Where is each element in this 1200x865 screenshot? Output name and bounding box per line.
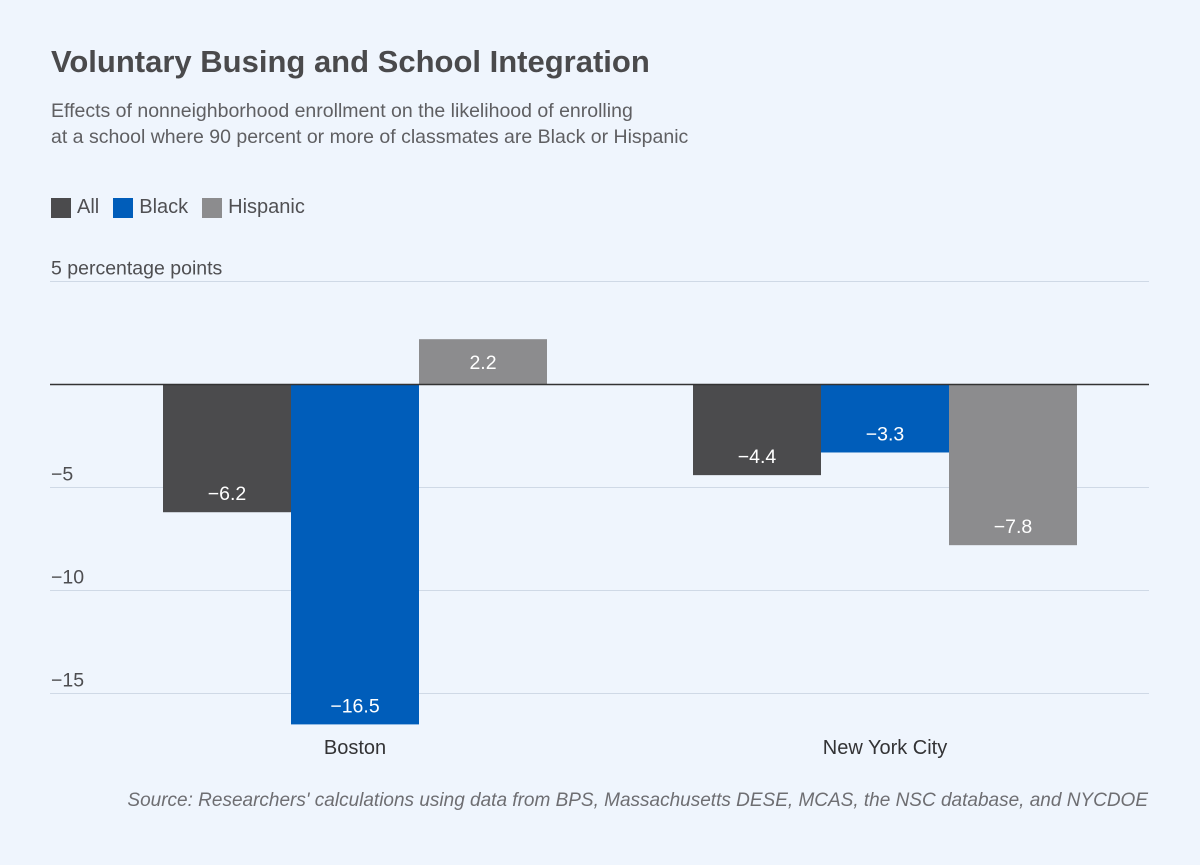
x-tick-label: New York City xyxy=(823,737,948,759)
chart-subtitle: Effects of nonneighborhood enrollment on… xyxy=(51,98,688,150)
data-label: −3.3 xyxy=(866,423,905,445)
bar-black-new-york-city xyxy=(821,384,949,453)
data-label: −4.4 xyxy=(738,446,777,468)
data-label: −7.8 xyxy=(994,516,1033,538)
legend-item-all: All xyxy=(51,196,99,219)
bar-black-boston xyxy=(291,384,419,725)
x-tick-label: Boston xyxy=(324,737,386,759)
legend-swatch-all xyxy=(51,197,71,218)
chart-title: Voluntary Busing and School Integration xyxy=(51,44,650,79)
legend-label-hispanic: Hispanic xyxy=(228,196,305,218)
bar-hispanic-new-york-city xyxy=(949,384,1077,546)
y-tick-label: 5 percentage points xyxy=(51,258,223,280)
data-label: −6.2 xyxy=(208,483,247,505)
y-tick-label: −15 xyxy=(51,670,84,692)
y-tick-label: −5 xyxy=(51,464,73,486)
chart-source: Source: Researchers' calculations using … xyxy=(127,790,1148,811)
legend-label-all: All xyxy=(77,196,100,218)
y-tick-label: −10 xyxy=(51,567,84,589)
bar-all-new-york-city xyxy=(693,384,821,476)
legend-swatch-black xyxy=(113,197,134,218)
legend-swatch-hispanic xyxy=(202,197,223,218)
bar-hispanic-boston xyxy=(419,339,547,385)
subtitle-line-2: at a school where 90 percent or more of … xyxy=(51,126,689,148)
subtitle-line-1: Effects of nonneighborhood enrollment on… xyxy=(51,100,633,122)
bar-all-boston xyxy=(163,384,291,513)
legend-label-black: Black xyxy=(139,196,189,218)
legend-item-black: Black xyxy=(113,196,188,219)
chart-legend: All Black Hispanic xyxy=(51,196,319,219)
legend-item-hispanic: Hispanic xyxy=(202,196,305,219)
data-label: −16.5 xyxy=(330,695,379,717)
data-label: 2.2 xyxy=(469,352,496,374)
